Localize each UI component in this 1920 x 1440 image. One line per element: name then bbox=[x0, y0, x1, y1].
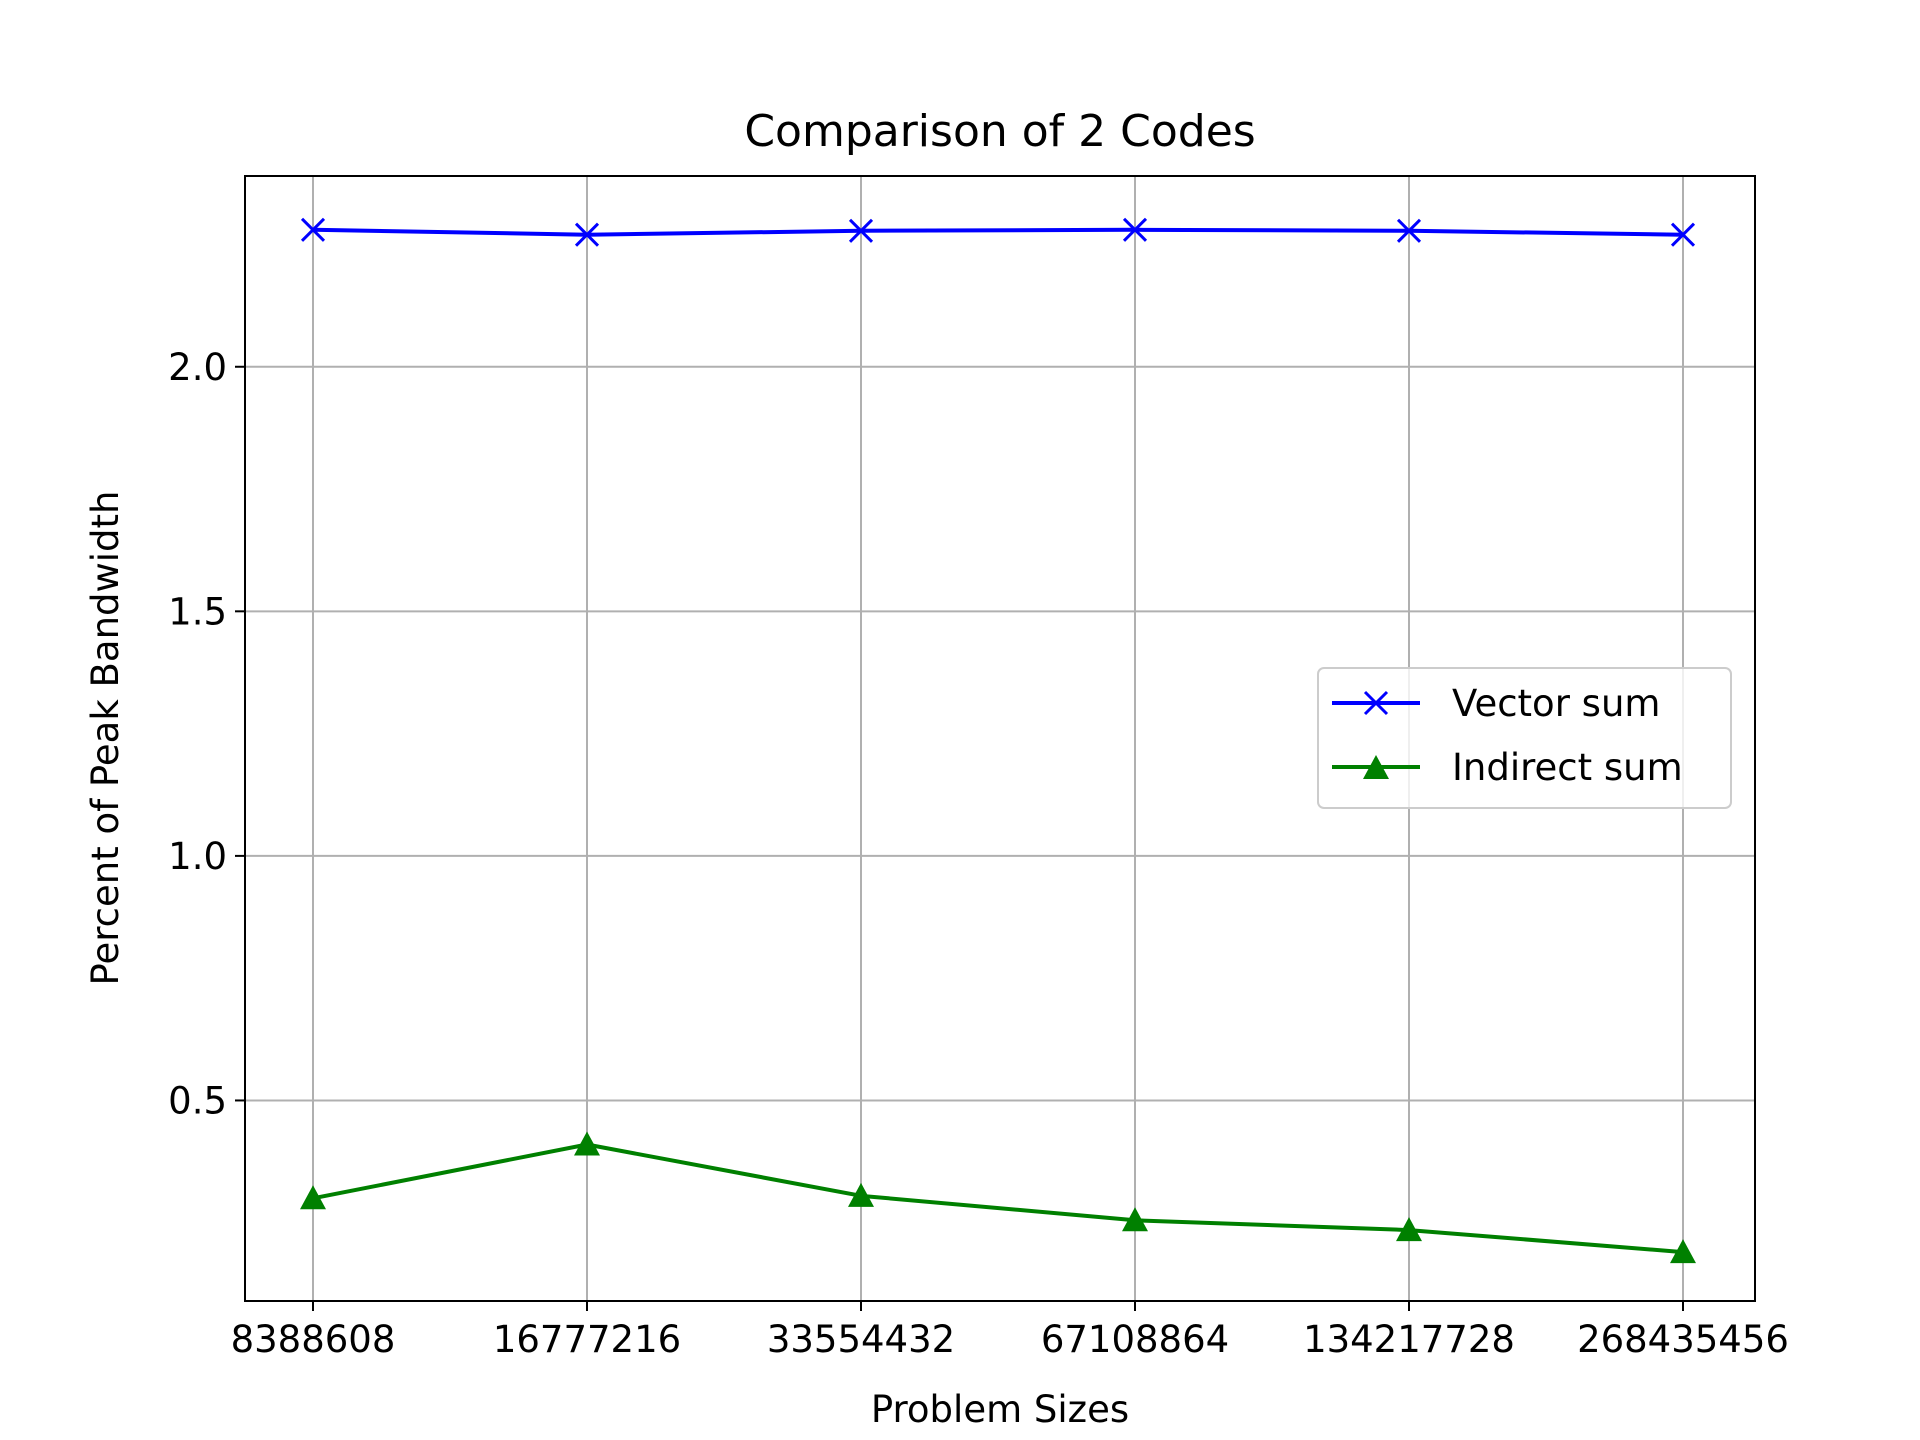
data-point-triangle-marker bbox=[848, 1182, 874, 1207]
data-point-x-marker bbox=[848, 218, 874, 243]
data-point-x-marker bbox=[300, 217, 326, 242]
x-tick-label: 268435456 bbox=[1577, 1318, 1789, 1361]
data-point-triangle-marker bbox=[1670, 1239, 1696, 1264]
y-tick-label: 1.0 bbox=[168, 835, 227, 878]
x-tick-label: 8388608 bbox=[231, 1318, 396, 1361]
y-axis-label: Percent of Peak Bandwidth bbox=[84, 490, 127, 985]
y-tick-label: 1.5 bbox=[168, 590, 227, 633]
legend-label-vector-sum: Vector sum bbox=[1452, 682, 1660, 725]
data-point-triangle-marker bbox=[574, 1131, 600, 1156]
legend: Vector sum Indirect sum bbox=[1317, 667, 1732, 809]
data-point-triangle-marker bbox=[1122, 1207, 1148, 1232]
data-series bbox=[300, 217, 1696, 1264]
legend-marker-x-icon bbox=[1363, 690, 1389, 716]
legend-box bbox=[1317, 667, 1732, 809]
data-point-x-marker bbox=[1122, 217, 1148, 242]
y-tick-label: 0.5 bbox=[168, 1079, 227, 1122]
plot-area-frame bbox=[244, 175, 1756, 1302]
x-tick-label: 33554432 bbox=[767, 1318, 955, 1361]
x-tick-label: 16777216 bbox=[493, 1318, 681, 1361]
data-point-triangle-marker bbox=[300, 1185, 326, 1210]
data-point-x-marker bbox=[1396, 218, 1422, 243]
legend-marker-triangle-icon bbox=[1363, 755, 1389, 779]
x-tick-label: 134217728 bbox=[1303, 1318, 1515, 1361]
series-line-vector-sum bbox=[312, 227, 1684, 237]
x-tick-label: 67108864 bbox=[1041, 1318, 1229, 1361]
legend-label-indirect-sum: Indirect sum bbox=[1452, 746, 1683, 789]
series-line-indirect-sum bbox=[312, 1142, 1684, 1255]
chart-title: Comparison of 2 Codes bbox=[744, 106, 1255, 157]
x-axis-label: Problem Sizes bbox=[871, 1388, 1129, 1431]
data-point-x-marker bbox=[574, 222, 600, 247]
axis-ticks: 8388608 16777216 33554432 67108864 134217728… bbox=[168, 346, 1789, 1361]
data-point-triangle-marker bbox=[1396, 1217, 1422, 1242]
data-point-x-marker bbox=[1670, 222, 1696, 247]
y-tick-label: 2.0 bbox=[168, 346, 227, 389]
